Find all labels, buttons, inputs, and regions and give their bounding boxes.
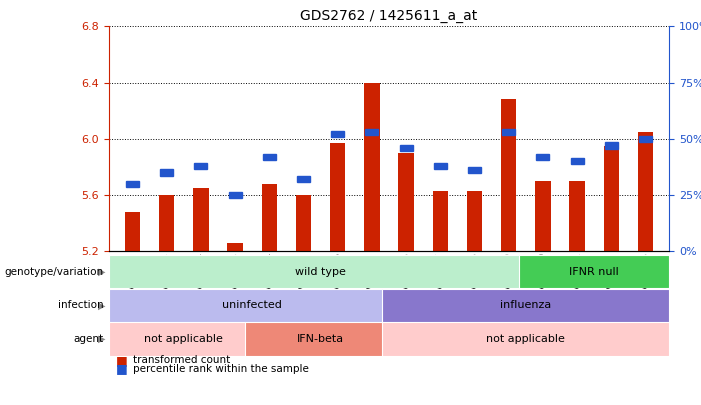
Bar [433,191,448,251]
Bar [519,255,669,288]
Bar [109,289,396,322]
Bar [434,162,447,169]
Text: ■: ■ [116,362,128,375]
Bar [502,129,515,135]
Bar [382,322,669,356]
Bar [638,132,653,251]
Bar [639,136,652,142]
Bar [330,143,346,251]
Bar [382,289,669,322]
Bar [161,169,173,176]
Text: IFNR null: IFNR null [569,267,619,277]
Text: percentile rank within the sample: percentile rank within the sample [133,364,309,373]
Bar [400,145,413,151]
Title: GDS2762 / 1425611_a_at: GDS2762 / 1425611_a_at [301,9,477,23]
Text: transformed count: transformed count [133,356,231,365]
Bar [109,255,533,288]
Bar [261,184,277,251]
Bar [468,167,481,173]
Bar [365,129,379,135]
Bar [501,99,517,251]
Bar [193,188,209,251]
Bar [245,322,396,356]
Text: ▶: ▶ [97,301,105,310]
Text: not applicable: not applicable [486,334,565,344]
Text: wild type: wild type [295,267,346,277]
Bar [125,212,140,251]
Text: ▶: ▶ [97,334,105,344]
Bar [536,153,550,160]
Text: genotype/variation: genotype/variation [5,267,104,277]
Bar [604,146,619,251]
Text: ■: ■ [116,354,128,367]
Bar [569,181,585,251]
Bar [126,181,139,187]
Bar [398,153,414,251]
Bar [605,142,618,149]
Bar [229,192,242,198]
Text: uninfected: uninfected [222,301,283,310]
Bar [536,181,550,251]
Bar [228,243,243,251]
Text: influenza: influenza [501,301,552,310]
Bar [297,176,310,182]
Text: infection: infection [58,301,104,310]
Bar [467,191,482,251]
Bar [109,322,259,356]
Text: IFN-beta: IFN-beta [297,334,344,344]
Bar [365,83,380,251]
Bar [263,153,276,160]
Bar [571,158,584,164]
Bar [194,162,207,169]
Text: ▶: ▶ [97,267,105,277]
Text: agent: agent [74,334,104,344]
Text: not applicable: not applicable [144,334,224,344]
Bar [159,195,175,251]
Bar [296,195,311,251]
Bar [332,131,344,137]
